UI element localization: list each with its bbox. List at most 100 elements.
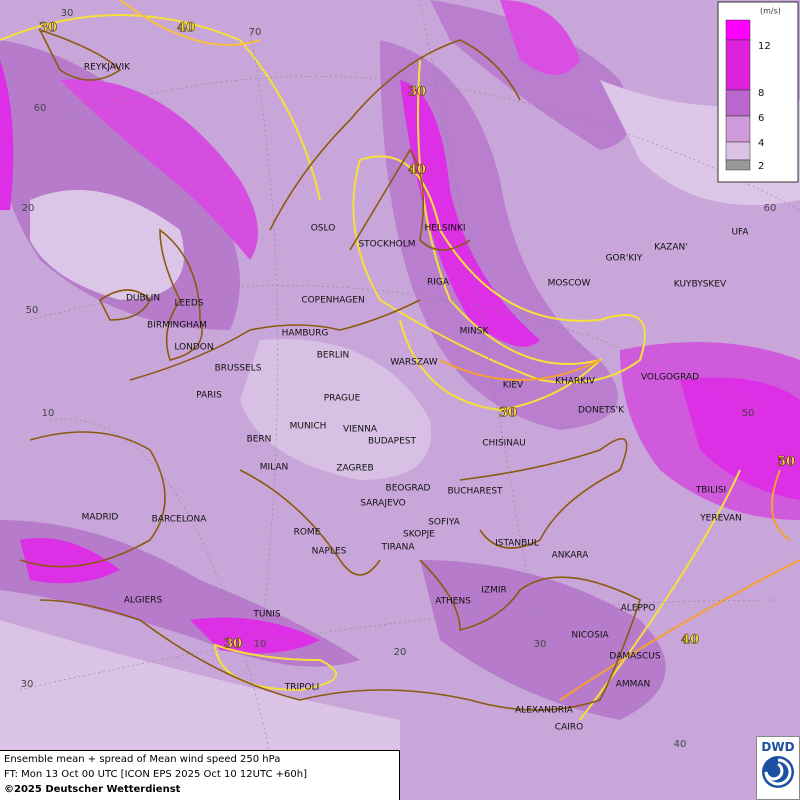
city-label: GOR'KIY (606, 254, 643, 264)
city-label: STOCKHOLM (358, 240, 415, 250)
footer-line: Ensemble mean + spread of Mean wind spee… (4, 754, 281, 765)
graticule (19, 0, 800, 800)
legend-swatch (725, 89, 751, 117)
legend-tick-label: 8 (758, 88, 764, 99)
grid-label: 40 (674, 739, 687, 750)
grid-label: 20 (394, 647, 407, 658)
city-label: LEEDS (174, 299, 203, 309)
city-label: SARAJEVO (360, 499, 406, 509)
city-label: HELSINKI (424, 224, 465, 234)
city-label: NAPLES (312, 547, 347, 557)
city-label: ALEPPO (621, 604, 656, 614)
city-label: BEOGRAD (386, 484, 431, 494)
legend-swatch (725, 19, 751, 41)
city-label: REYKJAVIK (84, 63, 131, 73)
city-label: ALGIERS (124, 596, 163, 606)
city-label: WARSZAW (390, 358, 437, 368)
city-label: SOFIYA (428, 518, 460, 528)
contour-label: 30 (499, 406, 517, 421)
contour-label: 40 (681, 633, 699, 648)
logo-text: DWD (761, 740, 795, 754)
city-label: BIRMINGHAM (147, 321, 207, 331)
legend-tick-label: 12 (758, 41, 771, 52)
city-label: TIRANA (380, 543, 415, 553)
city-label: UFA (731, 228, 749, 238)
city-label: LONDON (174, 343, 213, 353)
city-label: DAMASCUS (609, 652, 660, 662)
city-label: ISTANBUL (495, 539, 539, 549)
grid-label: 10 (254, 639, 267, 650)
legend-swatch (725, 141, 751, 161)
city-label: DONETS'K (578, 406, 625, 416)
contour-label: 30 (224, 637, 242, 652)
legend-swatch (725, 159, 751, 171)
city-label: BERN (247, 435, 272, 445)
city-label: ATHENS (435, 597, 471, 607)
grid-label: 50 (742, 408, 755, 419)
city-label: ANKARA (552, 551, 590, 561)
legend-tick-label: 4 (758, 138, 764, 149)
logo-swirl (762, 756, 794, 788)
city-label: MINSK (460, 327, 490, 337)
legend-swatch (725, 115, 751, 143)
grid-label: 60 (764, 203, 777, 214)
city-label: KHARKIV (555, 377, 596, 387)
city-label: MILAN (260, 463, 289, 473)
city-label: BERLIN (317, 351, 350, 361)
city-label: DUBLIN (126, 294, 160, 304)
city-label: BUDAPEST (368, 437, 417, 447)
city-label: MUNICH (290, 422, 327, 432)
city-label: SKOPJE (403, 530, 435, 540)
city-label: MADRID (82, 513, 119, 523)
city-label: TUNIS (252, 610, 280, 620)
grid-label: 30 (61, 8, 74, 19)
contour-label: 30 (39, 21, 57, 36)
city-label: MOSCOW (548, 279, 591, 289)
legend-unit: (m/s) (760, 7, 781, 16)
coastlines (19, 28, 641, 711)
city-label: ZAGREB (336, 464, 373, 474)
footer-line: ©2025 Deutscher Wetterdienst (4, 784, 181, 795)
city-label: ROME (294, 528, 321, 538)
contour-label: 40 (408, 163, 426, 178)
contour-label: 50 (777, 455, 795, 470)
city-label: RIGA (427, 278, 450, 288)
city-label: KUYBYSKEV (674, 280, 727, 290)
city-label: KAZAN' (654, 243, 687, 253)
city-label: BARCELONA (152, 515, 208, 525)
city-label: AMMAN (616, 680, 651, 690)
grid-label: 20 (22, 203, 35, 214)
city-label: ALEXANDRIA (515, 706, 574, 716)
city-label: NICOSIA (571, 631, 609, 641)
city-label: YEREVAN (699, 514, 742, 524)
city-label: TRIPOLI (284, 683, 320, 693)
grid-label: 60 (34, 103, 47, 114)
grid-label: 30 (534, 639, 547, 650)
legend-swatch (725, 39, 751, 91)
city-label: HAMBURG (282, 329, 329, 339)
footer-line: FT: Mon 13 Oct 00 UTC [ICON EPS 2025 Oct… (4, 769, 307, 780)
city-label: BRUSSELS (215, 364, 262, 374)
city-label: BUCHAREST (447, 487, 503, 497)
legend-tick-label: 6 (758, 113, 764, 124)
city-label: COPENHAGEN (301, 296, 364, 306)
contour-label: 40 (177, 21, 195, 36)
grid-label: 70 (249, 27, 262, 38)
city-label: KIEV (503, 381, 524, 391)
legend: (m/s) (717, 1, 799, 183)
city-label: PARIS (196, 391, 222, 401)
city-label: VIENNA (343, 425, 378, 435)
city-label: OSLO (311, 224, 336, 234)
city-label: PRAGUE (324, 394, 361, 404)
city-label: VOLGOGRAD (641, 373, 699, 383)
logo: DWD (756, 736, 800, 800)
footer: Ensemble mean + spread of Mean wind spee… (0, 750, 400, 800)
city-label: CHISINAU (482, 439, 526, 449)
legend-tick-label: 2 (758, 161, 764, 172)
grid-label: 10 (42, 408, 55, 419)
city-label: TBILISI (695, 486, 726, 496)
contour-label: 30 (408, 85, 426, 100)
grid-label: 30 (21, 679, 34, 690)
city-label: IZMIR (481, 586, 507, 596)
